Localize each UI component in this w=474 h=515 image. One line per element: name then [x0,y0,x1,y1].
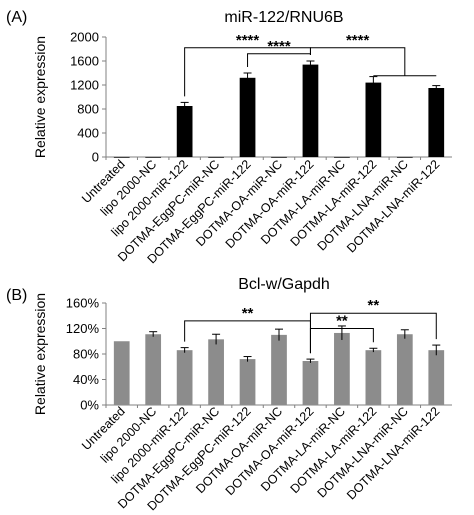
chart-panel-2: (B) Bcl-w/Gapdh Relative expression 0% 40% 80… [6,276,452,513]
significance-label: **** [267,38,291,55]
bar-8 [334,156,350,158]
panel-label: (B) [6,287,27,304]
panel-label: (A) [6,9,27,26]
significance-label: **** [346,32,370,49]
y-tick-label: 800 [77,102,99,117]
significance-bracket: **** [309,32,437,77]
bar-1 [113,341,130,405]
bar-6 [271,156,287,158]
significance-label: ** [242,305,254,322]
chart-title: Bcl-w/Gapdh [238,276,330,293]
bar-6 [271,334,287,405]
bar-5 [239,77,256,157]
bar-10 [396,334,413,405]
bar-3 [176,106,193,157]
y-tick-label: 160% [66,296,100,311]
significance-label: ** [368,297,380,314]
bar-4 [208,156,224,158]
bar-1 [113,156,130,158]
y-tick-label: 2000 [70,30,99,45]
bar-10 [396,156,413,158]
chart-title: miR-122/RNU6B [224,9,343,26]
y-tick-label: 0 [92,150,99,165]
bar-9 [365,350,382,405]
y-tick-label: 0% [80,398,99,413]
significance-bracket: ** [309,297,437,354]
bar-11 [428,88,445,157]
y-tick-label: 400 [77,126,99,141]
bar-9 [365,82,382,157]
y-tick-label: 40% [73,372,99,387]
y-tick-label: 1600 [70,54,99,69]
y-tick-label: 80% [73,347,99,362]
bar-4 [208,339,224,405]
y-tick-label: 1200 [70,78,99,93]
bar-2 [145,156,162,158]
significance-bracket: ** [184,305,311,354]
chart-panel-1: (A) miR-122/RNU6B Relative expression 0 400 8… [6,9,452,266]
significance-label: **** [236,32,260,49]
significance-bracket: ** [309,313,374,354]
y-axis-label: Relative expression [32,293,48,415]
bar-7 [302,64,319,157]
bar-2 [145,334,162,405]
bar-7 [302,361,319,405]
bar-8 [334,332,350,405]
y-axis-label: Relative expression [32,36,48,158]
bar-3 [176,350,193,405]
significance-label: ** [336,313,348,330]
y-tick-label: 120% [66,321,100,336]
bar-5 [239,359,256,405]
bar-11 [428,350,445,405]
